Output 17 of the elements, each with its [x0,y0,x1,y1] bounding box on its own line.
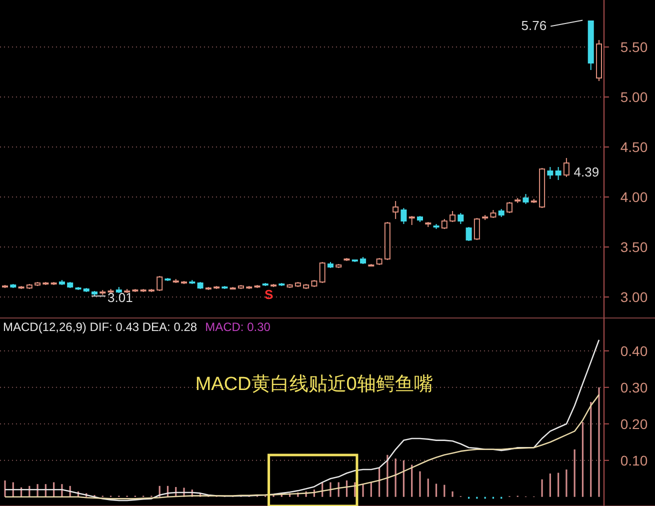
y-tick-label: 0.30 [620,379,648,396]
y-tick-label: 0.10 [620,452,648,468]
y-tick-label: 4.00 [620,189,648,205]
y-tick-label: 5.00 [620,89,648,105]
annotation: 4.39 [574,164,600,180]
annotation: MACD黄白线贴近0轴鳄鱼嘴 [195,374,433,395]
y-tick-label: 0.20 [620,416,648,432]
y-tick-label: 3.50 [620,239,648,255]
y-tick-label: 0.40 [620,342,648,359]
annotation: 3.01 [108,290,133,305]
annotation: 5.76 [521,18,547,34]
chart-title: MACD(12,26,9) DIF: 0.43 DEA: 0.28 [3,320,198,334]
y-tick-label: 5.50 [620,39,648,55]
y-tick-label: 4.50 [620,139,648,155]
y-tick-label: 3.00 [620,289,648,305]
chart-subtitle: MACD: 0.30 [205,320,271,334]
annotation: S [264,286,274,302]
